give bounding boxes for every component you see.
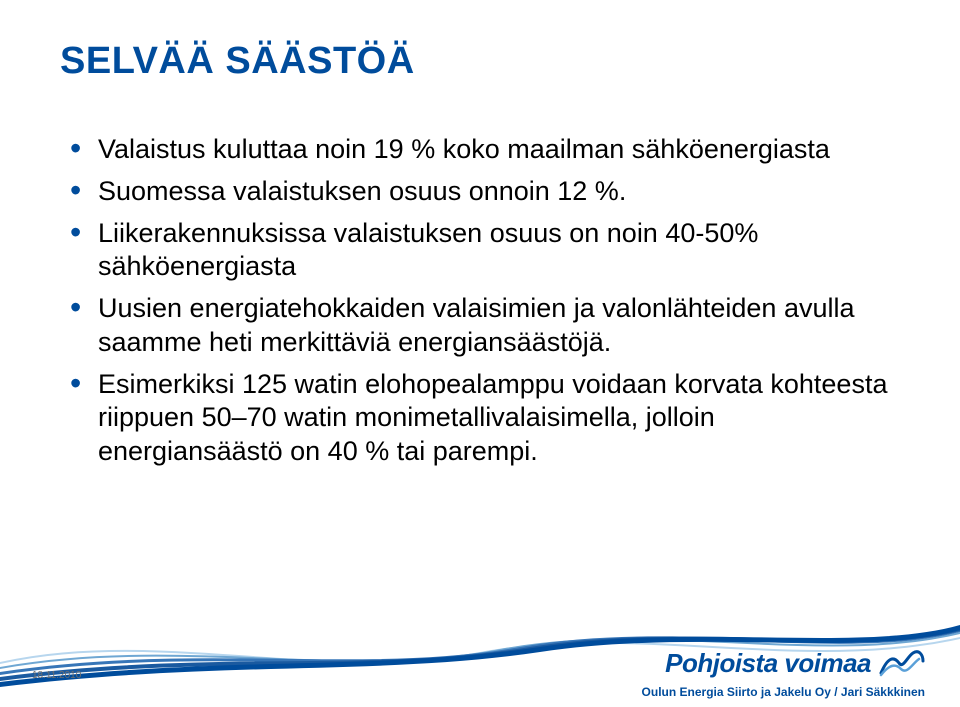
slide: SELVÄÄ SÄÄSTÖÄ Valaistus kuluttaa noin 1… bbox=[0, 0, 960, 707]
bullet-item: Liikerakennuksissa valaistuksen osuus on… bbox=[70, 217, 900, 285]
bullet-item: Uusien energiatehokkaiden valaisimien ja… bbox=[70, 292, 900, 360]
brand-logo-icon bbox=[879, 649, 925, 679]
footer-date: 18.11.2010 bbox=[32, 670, 81, 681]
bullet-item: Valaistus kuluttaa noin 19 % koko maailm… bbox=[70, 133, 900, 167]
bullet-list: Valaistus kuluttaa noin 19 % koko maailm… bbox=[60, 133, 900, 469]
footer-attribution: Oulun Energia Siirto ja Jakelu Oy / Jari… bbox=[642, 685, 925, 699]
brand-logo-text: Pohjoista voimaa bbox=[665, 648, 871, 679]
slide-title: SELVÄÄ SÄÄSTÖÄ bbox=[60, 40, 900, 83]
brand-logo: Pohjoista voimaa bbox=[665, 648, 925, 679]
bullet-item: Esimerkiksi 125 watin elohopealamppu voi… bbox=[70, 368, 900, 469]
slide-footer: 18.11.2010 Pohjoista voimaa Oulun Energi… bbox=[0, 597, 960, 707]
bullet-item: Suomessa valaistuksen osuus onnoin 12 %. bbox=[70, 175, 900, 209]
